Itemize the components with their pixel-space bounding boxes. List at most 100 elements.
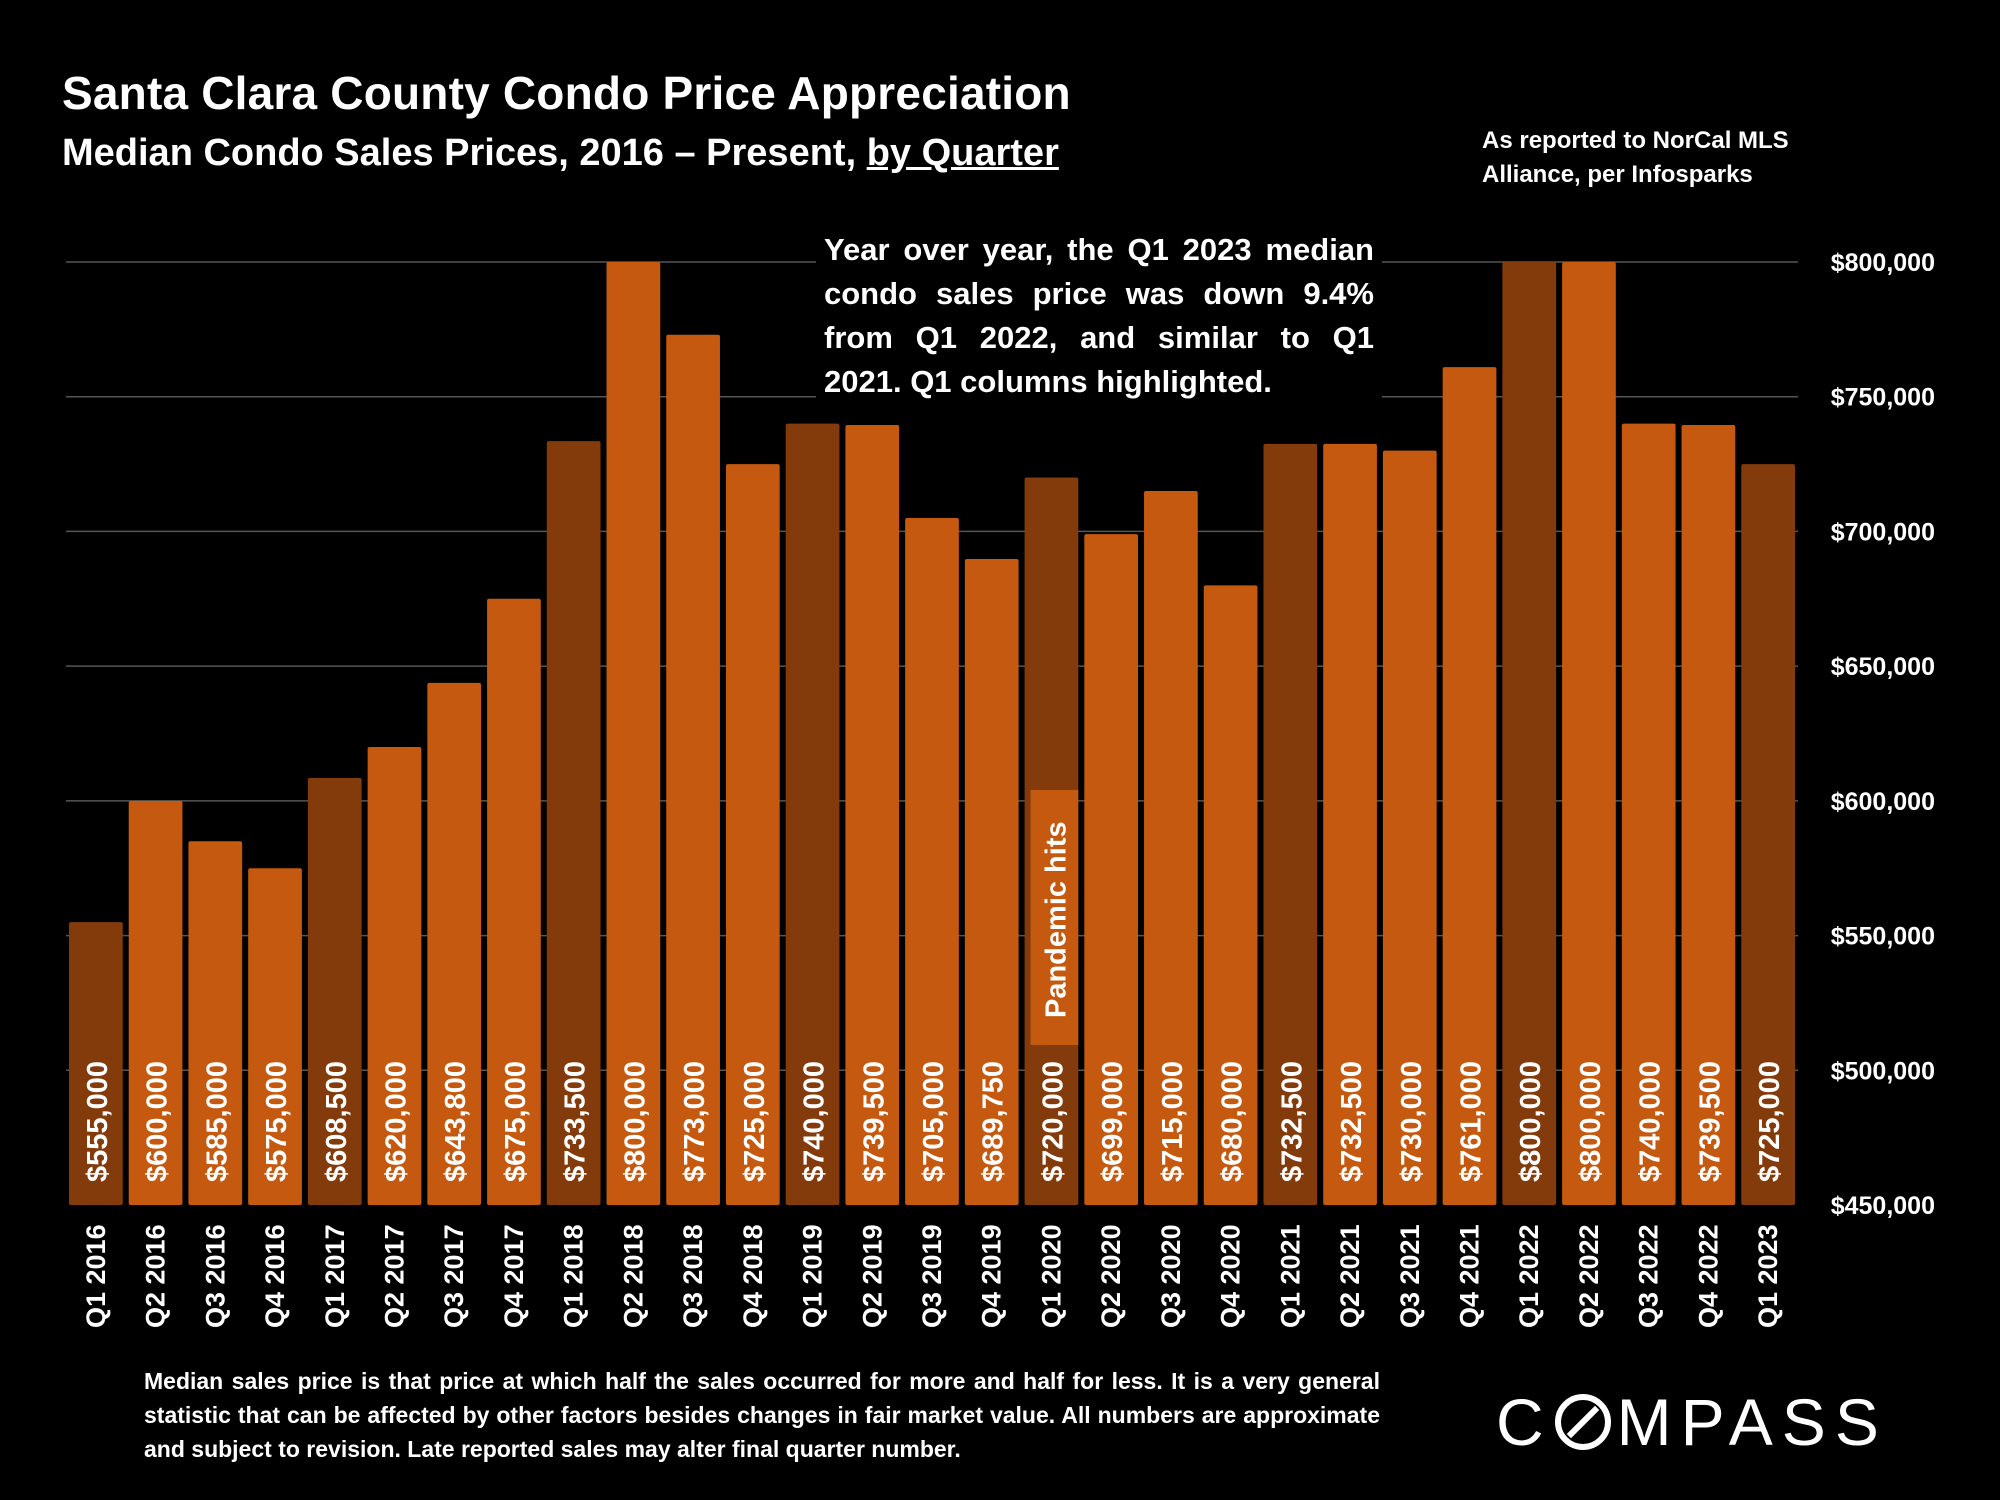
bar-value-label: $620,000 xyxy=(380,1061,412,1182)
bar xyxy=(1144,491,1198,1205)
y-tick-label: $800,000 xyxy=(1831,249,1935,277)
y-tick-label: $700,000 xyxy=(1831,518,1935,546)
bar xyxy=(1621,423,1676,1206)
bar-value-label: $715,000 xyxy=(1157,1061,1189,1182)
x-tick-label: Q2 2021 xyxy=(1335,1224,1365,1328)
bar-value-label: $643,800 xyxy=(440,1061,472,1182)
x-tick-label: Q3 2020 xyxy=(1156,1224,1186,1328)
bar-value-label: $739,500 xyxy=(858,1061,890,1182)
bar-value-label: $608,500 xyxy=(321,1061,353,1182)
x-tick-label: Q3 2021 xyxy=(1395,1224,1425,1328)
bar xyxy=(307,777,362,1205)
bar-value-label: $761,000 xyxy=(1456,1061,1488,1182)
x-tick-label: Q1 2016 xyxy=(81,1224,111,1328)
bar xyxy=(546,441,601,1205)
bar xyxy=(367,746,422,1205)
bar xyxy=(725,464,780,1206)
bar xyxy=(248,868,302,1205)
bar xyxy=(1562,262,1616,1205)
annotation-text: Year over year, the Q1 2023 median condo… xyxy=(816,224,1382,408)
compass-logo: C MPASS xyxy=(1496,1384,1888,1460)
subtitle-main: Median Condo Sales Prices, 2016 – Presen… xyxy=(62,132,867,174)
x-tick-label: Q2 2019 xyxy=(857,1224,887,1328)
x-tick-label: Q4 2017 xyxy=(499,1224,529,1328)
bar xyxy=(487,598,541,1205)
x-tick-label: Q2 2016 xyxy=(141,1224,171,1328)
bar-value-label: $740,000 xyxy=(1635,1061,1667,1182)
x-tick-label: Q2 2017 xyxy=(379,1224,409,1328)
bar xyxy=(845,425,900,1205)
x-tick-label: Q1 2017 xyxy=(320,1224,350,1328)
source-line-2: Alliance, per Infosparks xyxy=(1482,161,1753,188)
source-note: As reported to NorCal MLS Alliance, per … xyxy=(1482,124,1822,192)
x-tick-label: Q3 2016 xyxy=(200,1224,230,1328)
x-tick-label: Q1 2019 xyxy=(798,1224,828,1328)
bar-value-label: $585,000 xyxy=(201,1061,233,1182)
x-tick-label: Q2 2022 xyxy=(1574,1224,1604,1328)
bar-value-label: $733,500 xyxy=(560,1061,592,1182)
chart-title: Santa Clara County Condo Price Appreciat… xyxy=(62,67,1071,119)
x-tick-label: Q1 2023 xyxy=(1753,1224,1783,1328)
bar xyxy=(427,682,482,1205)
x-tick-label: Q2 2020 xyxy=(1096,1224,1126,1328)
logo-text-end: MPASS xyxy=(1616,1385,1888,1459)
y-tick-label: $500,000 xyxy=(1831,1057,1935,1085)
bar-value-label: $675,000 xyxy=(500,1061,532,1182)
bar xyxy=(188,841,243,1205)
bar-value-label: $800,000 xyxy=(1575,1061,1607,1182)
logo-compass-icon xyxy=(1554,1394,1611,1450)
bar-value-label: $699,000 xyxy=(1097,1061,1129,1182)
pandemic-callout-label: Pandemic hits xyxy=(1040,821,1072,1018)
bar-value-label: $720,000 xyxy=(1037,1061,1069,1182)
x-tick-label: Q1 2022 xyxy=(1514,1224,1544,1328)
bar xyxy=(666,334,720,1205)
bar xyxy=(1502,262,1557,1205)
bar-value-label: $555,000 xyxy=(82,1061,114,1182)
x-tick-label: Q4 2022 xyxy=(1693,1224,1723,1328)
bar xyxy=(785,423,840,1206)
x-tick-label: Q3 2017 xyxy=(439,1224,469,1328)
chart-subtitle: Median Condo Sales Prices, 2016 – Presen… xyxy=(62,132,1059,175)
bar xyxy=(1323,443,1377,1206)
x-tick-label: Q1 2021 xyxy=(1275,1224,1305,1328)
x-tick-label: Q4 2021 xyxy=(1455,1224,1485,1328)
y-tick-label: $550,000 xyxy=(1831,923,1935,951)
bar-value-label: $600,000 xyxy=(142,1061,174,1182)
bar-value-label: $725,000 xyxy=(739,1061,771,1182)
x-tick-label: Q3 2018 xyxy=(678,1224,708,1328)
pandemic-callout-box xyxy=(1030,790,1079,1045)
bar xyxy=(1203,585,1258,1205)
bar xyxy=(606,262,661,1205)
bar xyxy=(69,922,123,1205)
bar-value-label: $689,750 xyxy=(978,1061,1010,1182)
x-tick-label: Q2 2018 xyxy=(618,1224,648,1328)
source-line-1: As reported to NorCal MLS xyxy=(1482,127,1789,154)
bar-value-label: $732,500 xyxy=(1276,1061,1308,1182)
bar xyxy=(1263,443,1318,1206)
bar-value-label: $773,000 xyxy=(679,1061,711,1182)
logo-text-start: C xyxy=(1496,1385,1553,1459)
footnote: Median sales price is that price at whic… xyxy=(144,1368,1380,1462)
bar-value-label: $800,000 xyxy=(619,1061,651,1182)
subtitle-underlined: by Quarter xyxy=(866,132,1059,174)
bar xyxy=(1681,425,1736,1205)
bar xyxy=(964,559,1019,1205)
bar-value-label: $732,500 xyxy=(1336,1061,1368,1182)
bar xyxy=(1741,464,1795,1206)
bar xyxy=(128,800,183,1205)
bar-value-label: $725,000 xyxy=(1754,1061,1786,1182)
x-tick-label: Q3 2022 xyxy=(1634,1224,1664,1328)
bar xyxy=(1382,450,1437,1206)
x-tick-label: Q1 2020 xyxy=(1036,1224,1066,1328)
x-tick-label: Q4 2020 xyxy=(1216,1224,1246,1328)
bar-value-label: $680,000 xyxy=(1217,1061,1249,1182)
bar xyxy=(1442,367,1497,1205)
bar xyxy=(1084,534,1139,1205)
bar-value-label: $575,000 xyxy=(261,1061,293,1182)
y-tick-label: $650,000 xyxy=(1831,653,1935,681)
x-tick-label: Q1 2018 xyxy=(559,1224,589,1328)
x-tick-label: Q3 2019 xyxy=(917,1224,947,1328)
y-tick-label: $750,000 xyxy=(1831,384,1935,412)
bar-value-label: $740,000 xyxy=(799,1061,831,1182)
